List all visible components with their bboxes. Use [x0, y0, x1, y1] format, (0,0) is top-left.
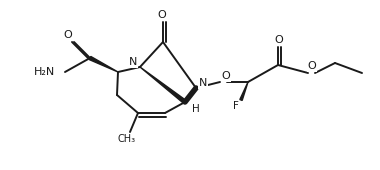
Text: N: N	[199, 78, 207, 88]
Text: O: O	[308, 61, 317, 71]
Text: O: O	[63, 30, 72, 40]
Text: N: N	[129, 57, 137, 67]
Text: H: H	[192, 104, 200, 114]
Text: H₂N: H₂N	[34, 67, 55, 77]
Text: O: O	[158, 10, 166, 20]
Text: O: O	[275, 35, 283, 45]
Polygon shape	[140, 67, 186, 104]
Text: O: O	[222, 71, 230, 81]
Text: F: F	[233, 101, 239, 111]
Polygon shape	[240, 82, 248, 100]
Text: CH₃: CH₃	[118, 134, 136, 144]
Polygon shape	[89, 56, 118, 72]
